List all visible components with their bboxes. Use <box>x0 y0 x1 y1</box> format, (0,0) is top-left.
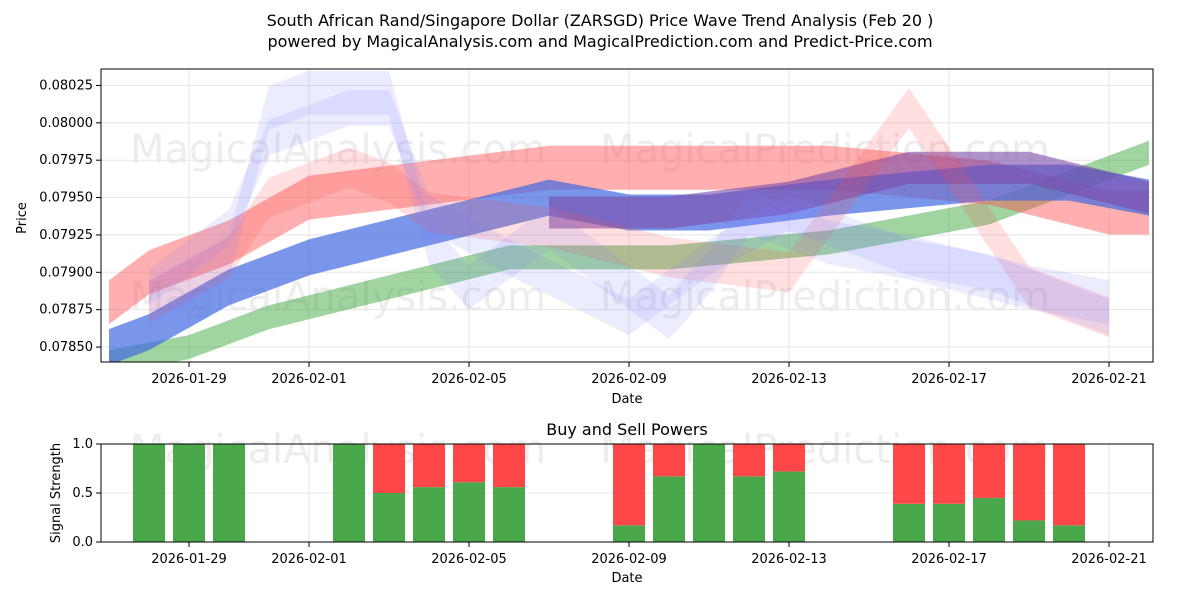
top-y-axis-label: Price <box>15 202 30 234</box>
watermark-1: MagicalAnalysis.com <box>130 127 546 173</box>
bottom-y-tick-label: 1.0 <box>72 437 93 452</box>
top-y-tick-label: 0.07925 <box>39 228 93 243</box>
chart-title-line2: powered by MagicalAnalysis.com and Magic… <box>267 32 932 51</box>
sell-bar <box>413 444 445 488</box>
buy-bar <box>133 444 165 542</box>
top-x-axis-label: Date <box>611 392 642 407</box>
buy-bar <box>173 444 205 542</box>
signal-plot: 2026-01-29 2026-02-01 2026-02-05 2026-02-09… <box>72 437 1154 567</box>
buy-bar <box>733 476 765 542</box>
top-y-tick-label: 0.07850 <box>39 340 93 355</box>
watermark-4: MagicalPrediction.com <box>600 274 1050 320</box>
bottom-y-tick-label: 0.0 <box>72 535 93 550</box>
buy-bar <box>653 476 685 542</box>
price-band-purple-band <box>549 151 1149 229</box>
bottom-x-tick-label: 2026-01-29 <box>151 552 227 567</box>
sell-bar <box>933 444 965 504</box>
buy-bar <box>893 503 925 542</box>
buy-bar <box>773 471 805 542</box>
sell-bar <box>893 444 925 504</box>
bottom-y-tick-label: 0.5 <box>72 486 93 501</box>
top-y-tick-label: 0.07975 <box>39 153 93 168</box>
buy-bar <box>973 497 1005 542</box>
buy-bar <box>693 444 725 542</box>
top-y-tick-label: 0.08000 <box>39 116 93 131</box>
bottom-x-tick-label: 2026-02-17 <box>911 552 987 567</box>
buy-bar <box>413 487 445 542</box>
top-x-tick-label: 2026-02-01 <box>271 372 347 387</box>
sell-bar <box>1053 444 1085 526</box>
sell-bar <box>493 444 525 488</box>
bottom-x-tick-label: 2026-02-21 <box>1071 552 1147 567</box>
top-y-tick-label: 0.08025 <box>39 78 93 93</box>
bottom-x-axis-label: Date <box>611 571 642 586</box>
price-band-wave-forecast-red-1 <box>149 87 1109 338</box>
bottom-x-tick-label: 2026-02-09 <box>591 552 667 567</box>
top-y-tick-label: 0.07875 <box>39 303 93 318</box>
top-x-tick-label: 2026-02-21 <box>1071 372 1147 387</box>
sell-bar <box>653 444 685 477</box>
chart-title-line1: South African Rand/Singapore Dollar (ZAR… <box>267 11 934 30</box>
bottom-x-tick-label: 2026-02-13 <box>751 552 827 567</box>
buy-bar <box>493 487 525 542</box>
price-plot: 2026-01-29 2026-02-01 2026-02-05 2026-02-09… <box>39 68 1154 387</box>
bottom-chart-title: Buy and Sell Powers <box>546 420 708 439</box>
top-plot-frame <box>100 68 1154 363</box>
sell-bar <box>373 444 405 493</box>
top-x-tick-label: 2026-02-13 <box>751 372 827 387</box>
bottom-y-axis-label: Signal Strength <box>49 443 64 543</box>
sell-bar <box>613 444 645 526</box>
top-x-tick-label: 2026-02-05 <box>431 372 507 387</box>
sell-bar <box>773 444 805 472</box>
top-x-tick-label: 2026-02-09 <box>591 372 667 387</box>
top-y-tick-label: 0.07900 <box>39 265 93 280</box>
top-x-tick-label: 2026-01-29 <box>151 372 227 387</box>
price-band-wave-forecast-blue-1 <box>149 70 1109 340</box>
top-x-tick-label: 2026-02-17 <box>911 372 987 387</box>
bottom-x-tick-label: 2026-02-05 <box>431 552 507 567</box>
price-bands <box>109 70 1149 362</box>
sell-bar <box>973 444 1005 498</box>
buy-bar <box>373 493 405 542</box>
buy-bar <box>1013 520 1045 542</box>
sell-bar <box>1013 444 1045 521</box>
buy-bar <box>1053 525 1085 542</box>
buy-bar <box>453 482 485 542</box>
sell-bar <box>453 444 485 483</box>
bottom-plot-frame <box>100 443 1154 543</box>
bottom-x-tick-label: 2026-02-01 <box>271 552 347 567</box>
sell-bar <box>733 444 765 477</box>
buy-bar <box>933 503 965 542</box>
buy-bar <box>333 444 365 542</box>
buy-bar <box>213 444 245 542</box>
top-y-tick-label: 0.07950 <box>39 191 93 206</box>
buy-bar <box>613 525 645 542</box>
price-band-green-band <box>109 140 1149 362</box>
